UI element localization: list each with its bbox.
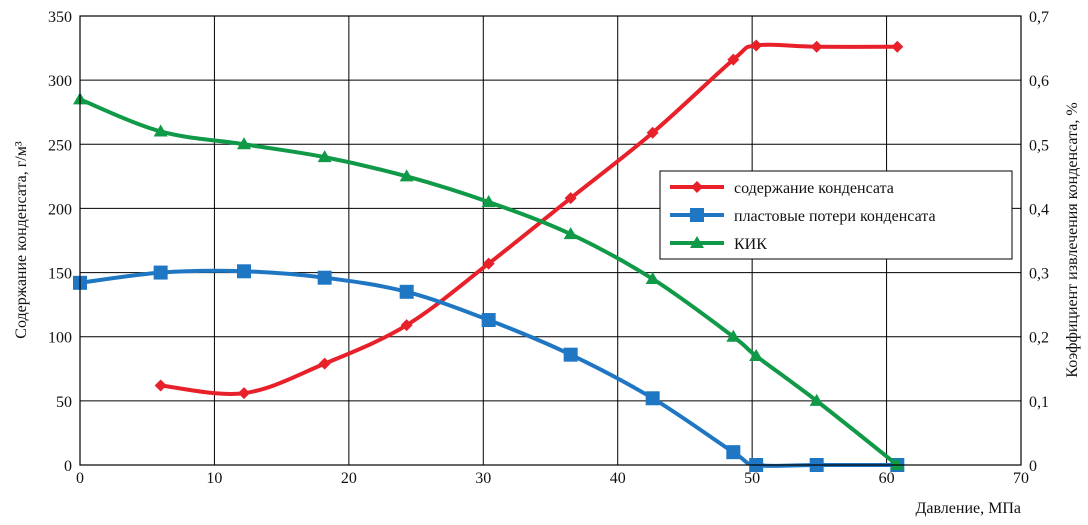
y-right-tick-label: 0,5 — [1029, 137, 1049, 154]
y-right-tick-label: 0,6 — [1029, 73, 1049, 90]
legend-entry-reservoir-losses: пластовые потери конденсата — [670, 208, 936, 225]
y-right-tick-label: 0 — [1029, 458, 1037, 475]
data-point-reservoir-losses — [317, 270, 332, 285]
x-tick-label: 20 — [341, 470, 357, 487]
legend-swatch-marker — [690, 236, 704, 248]
data-point-recovery-factor — [481, 195, 496, 208]
y-right-tick-label: 0,7 — [1029, 9, 1049, 26]
y-right-tick-label: 0,1 — [1029, 394, 1049, 411]
data-point-reservoir-losses — [237, 264, 252, 279]
series-condensate-content — [154, 39, 904, 400]
data-point-recovery-factor — [317, 150, 332, 163]
data-point-condensate-content — [238, 387, 251, 400]
data-point-recovery-factor — [399, 169, 414, 182]
data-point-recovery-factor — [749, 348, 764, 361]
data-point-recovery-factor — [153, 124, 168, 137]
x-tick-label: 40 — [610, 470, 626, 487]
data-point-recovery-factor — [645, 271, 660, 284]
data-point-condensate-content — [154, 379, 167, 392]
data-point-recovery-factor — [563, 227, 578, 240]
data-point-condensate-content — [727, 53, 740, 66]
data-point-recovery-factor — [726, 329, 741, 342]
series-line-recovery-factor — [79, 97, 899, 467]
y-left-tick-label: 100 — [48, 330, 72, 347]
data-point-recovery-factor — [809, 393, 824, 406]
y-left-tick-label: 350 — [48, 9, 72, 26]
y-left-tick-label: 200 — [48, 201, 72, 218]
legend-entry-recovery-factor: КИК — [670, 236, 767, 253]
data-point-condensate-content — [318, 357, 331, 370]
y-left-tick-label: 300 — [48, 73, 72, 90]
legend: содержание конденсата пластовые потери ко… — [659, 170, 1013, 260]
y-right-axis-label: Коэффициент извлечения конденсата, % — [1064, 102, 1081, 377]
legend-swatch-marker — [691, 181, 703, 193]
y-left-tick-label: 0 — [64, 458, 72, 475]
y-left-tick-label: 250 — [48, 137, 72, 154]
legend-label: пластовые потери конденсата — [734, 208, 936, 225]
legend-swatch-marker — [690, 208, 704, 222]
data-point-reservoir-losses — [726, 445, 741, 460]
plot-frame — [79, 15, 1022, 466]
y-left-tick-label: 150 — [48, 266, 72, 283]
legend-label: КИК — [734, 236, 767, 253]
data-point-condensate-content — [564, 192, 577, 205]
y-left-tick-label: 50 — [56, 394, 72, 411]
legend-label: содержание конденсата — [734, 180, 894, 197]
data-point-reservoir-losses — [481, 313, 496, 328]
x-tick-label: 70 — [1013, 470, 1029, 487]
data-point-reservoir-losses — [645, 391, 660, 406]
data-point-reservoir-losses — [399, 284, 414, 299]
y-right-tick-label: 0,3 — [1029, 266, 1049, 283]
data-point-condensate-content — [750, 39, 763, 52]
data-point-recovery-factor — [237, 137, 252, 150]
series-reservoir-losses — [73, 264, 905, 472]
data-point-reservoir-losses — [153, 265, 168, 280]
data-point-condensate-content — [810, 40, 823, 53]
x-axis-label: Давление, МПа — [915, 500, 1021, 517]
y-left-axis-label: Содержание конденсата, г/м³ — [13, 141, 30, 339]
x-tick-label: 10 — [206, 470, 222, 487]
x-tick-label: 0 — [76, 470, 84, 487]
data-point-recovery-factor — [890, 458, 905, 470]
data-point-condensate-content — [891, 40, 904, 53]
x-tick-label: 30 — [475, 470, 491, 487]
x-tick-label: 60 — [879, 470, 895, 487]
data-point-condensate-content — [646, 126, 659, 139]
series-recovery-factor — [73, 92, 905, 470]
x-tick-label: 50 — [744, 470, 760, 487]
legend-entry-condensate-content: содержание конденсата — [670, 180, 894, 197]
y-right-tick-label: 0,4 — [1029, 201, 1049, 218]
y-right-tick-label: 0,2 — [1029, 330, 1049, 347]
data-point-condensate-content — [482, 257, 495, 270]
data-point-reservoir-losses — [563, 347, 578, 362]
data-point-condensate-content — [400, 319, 413, 332]
